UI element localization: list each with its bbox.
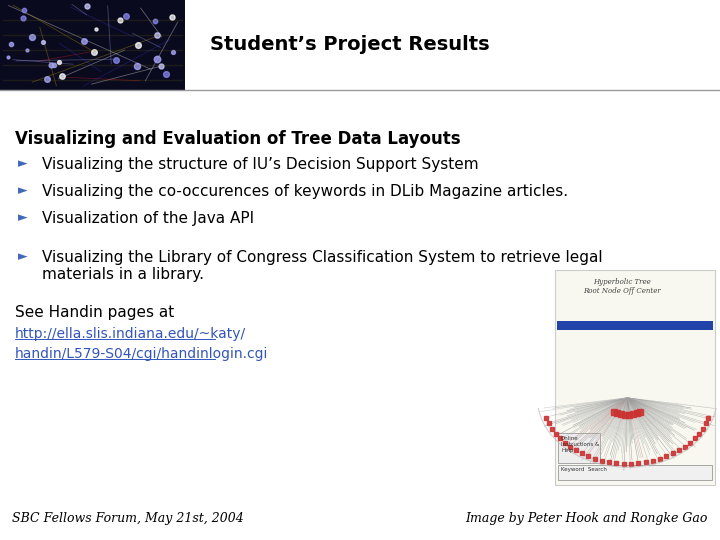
Text: ►: ►: [18, 250, 27, 263]
FancyBboxPatch shape: [0, 0, 185, 90]
Text: Online
Instructions &
Help: Online Instructions & Help: [561, 436, 599, 453]
FancyBboxPatch shape: [185, 0, 720, 90]
Text: Image by Peter Hook and Rongke Gao: Image by Peter Hook and Rongke Gao: [466, 512, 708, 525]
Text: handin/L579-S04/cgi/handinlogin.cgi: handin/L579-S04/cgi/handinlogin.cgi: [15, 347, 269, 361]
FancyBboxPatch shape: [557, 321, 713, 330]
Text: Keyword  Search: Keyword Search: [561, 467, 607, 472]
Text: SBC Fellows Forum, May 21st, 2004: SBC Fellows Forum, May 21st, 2004: [12, 512, 244, 525]
FancyBboxPatch shape: [558, 465, 712, 480]
FancyBboxPatch shape: [558, 433, 600, 463]
Text: ►: ►: [18, 184, 27, 197]
Text: See Handin pages at: See Handin pages at: [15, 305, 174, 320]
Text: ►: ►: [18, 157, 27, 170]
FancyBboxPatch shape: [555, 270, 715, 485]
Text: Visualizing and Evaluation of Tree Data Layouts: Visualizing and Evaluation of Tree Data …: [15, 130, 461, 148]
Text: Visualizing the co-occurences of keywords in DLib Magazine articles.: Visualizing the co-occurences of keyword…: [42, 184, 568, 199]
Text: Visualization of the Java API: Visualization of the Java API: [42, 211, 254, 226]
Text: Visualizing the Library of Congress Classification System to retrieve legal
mate: Visualizing the Library of Congress Clas…: [42, 250, 603, 282]
Text: Visualizing the structure of IU’s Decision Support System: Visualizing the structure of IU’s Decisi…: [42, 157, 479, 172]
Text: Root Node Off Center: Root Node Off Center: [583, 287, 661, 295]
Text: Hyperbolic Tree: Hyperbolic Tree: [593, 278, 651, 286]
Text: Student’s Project Results: Student’s Project Results: [210, 36, 490, 55]
Text: ►: ►: [18, 211, 27, 224]
Text: http://ella.slis.indiana.edu/~katy/: http://ella.slis.indiana.edu/~katy/: [15, 327, 246, 341]
